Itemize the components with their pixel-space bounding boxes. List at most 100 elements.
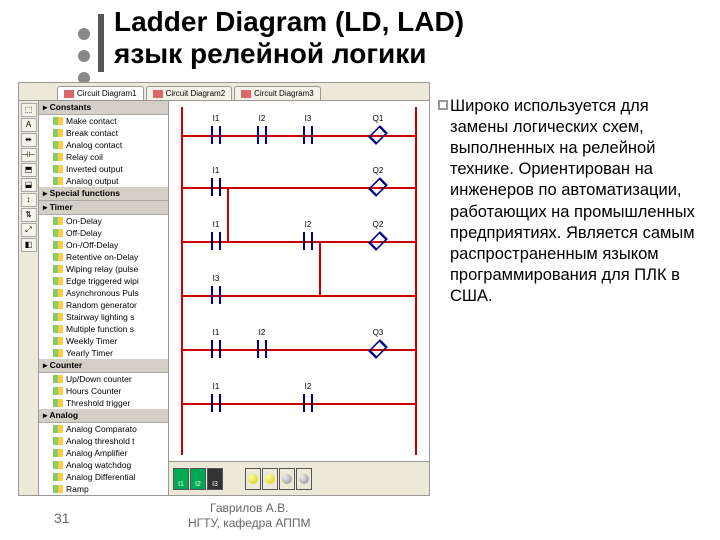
output-lamp[interactable] [279,468,295,490]
bullet-icon [438,100,448,110]
element-icon [53,461,63,469]
palette-category[interactable]: ▸ Constants [39,101,168,115]
palette-item[interactable]: Make contact [39,115,168,127]
palette-item[interactable]: Ramp [39,483,168,495]
element-icon [53,375,63,383]
toolbar-button[interactable]: ⇅ [21,208,37,222]
element-icon [53,399,63,407]
output-lamp-group [245,468,312,490]
lamp-bulb-icon [265,474,275,484]
coil[interactable]: Q2 [369,232,387,250]
palette-item[interactable]: Multiple function s [39,323,168,335]
palette-category[interactable]: ▸ Counter [39,359,168,373]
palette-item[interactable]: Break contact [39,127,168,139]
palette-item[interactable]: Analog watchdog [39,459,168,471]
tab[interactable]: Circuit Diagram1 [57,86,144,100]
tab-bar: Circuit Diagram1Circuit Diagram2Circuit … [19,83,429,101]
title-decoration-dots [78,28,90,84]
palette-item[interactable]: Weekly Timer [39,335,168,347]
toolbar-button[interactable]: ⬒ [21,163,37,177]
element-icon [53,241,63,249]
diagram-icon [64,90,74,98]
element-icon [53,217,63,225]
element-icon [53,485,63,493]
element-icon [53,289,63,297]
slide: Ladder Diagram (LD, LAD) язык релейной л… [0,0,720,540]
element-icon [53,265,63,273]
right-power-rail [415,107,417,455]
input-led[interactable]: I3 [207,468,223,490]
contact[interactable]: I2 [299,394,317,412]
palette-category[interactable]: ▸ Analog [39,409,168,423]
palette-item[interactable]: Stairway lighting s [39,311,168,323]
contact[interactable]: I1 [207,126,225,144]
contact[interactable]: I1 [207,232,225,250]
toolbar-button[interactable]: ⬚ [21,103,37,117]
palette-item[interactable]: Analog Comparato [39,423,168,435]
output-lamp[interactable] [262,468,278,490]
diagram-icon [153,90,163,98]
palette-item[interactable]: Hours Counter [39,385,168,397]
tab[interactable]: Circuit Diagram3 [234,86,321,100]
input-led[interactable]: I2 [190,468,206,490]
element-icon [53,301,63,309]
palette-item[interactable]: On-Delay [39,215,168,227]
contact[interactable]: I2 [253,126,271,144]
palette-item[interactable]: On-/Off-Delay [39,239,168,251]
palette-item[interactable]: Analog output [39,175,168,187]
lamp-bulb-icon [299,474,309,484]
element-palette: ▸ ConstantsMake contactBreak contactAnal… [39,101,169,495]
palette-item[interactable]: Analog threshold t [39,435,168,447]
coil[interactable]: Q2 [369,178,387,196]
palette-item[interactable]: Analog Amplifier [39,447,168,459]
element-icon [53,165,63,173]
tab[interactable]: Circuit Diagram2 [146,86,233,100]
palette-item[interactable]: Random generator [39,299,168,311]
coil[interactable]: Q3 [369,340,387,358]
slide-footer: Гаврилов А.В. НГТУ, кафедра АППМ [188,501,310,530]
element-icon [53,277,63,285]
palette-item[interactable]: Retentive on-Delay [39,251,168,263]
contact[interactable]: I3 [299,126,317,144]
canvas-wrap: I1I2I3Q1I1Q2I1I2Q2I3I1I2Q3I1I2 I1I2I3 [169,101,429,495]
palette-item[interactable]: Analog contact [39,139,168,151]
palette-item[interactable]: Wiping relay (pulse [39,263,168,275]
toolbar-button[interactable]: ⬓ [21,178,37,192]
contact[interactable]: I1 [207,178,225,196]
palette-item[interactable]: Off-Delay [39,227,168,239]
element-icon [53,473,63,481]
toolbar-button[interactable]: ⤢ [21,223,37,237]
palette-item[interactable]: Up/Down counter [39,373,168,385]
input-led[interactable]: I1 [173,468,189,490]
element-icon [53,449,63,457]
palette-item[interactable]: Threshold trigger [39,397,168,409]
toolbar-button[interactable]: ⬌ [21,133,37,147]
palette-item[interactable]: Relay coil [39,151,168,163]
contact[interactable]: I2 [299,232,317,250]
element-icon [53,313,63,321]
palette-category[interactable]: ▸ Timer [39,201,168,215]
contact[interactable]: I1 [207,394,225,412]
palette-item[interactable]: Analog Differential [39,471,168,483]
toolbar-button[interactable]: ◧ [21,238,37,252]
palette-item[interactable]: Asynchronous Puls [39,287,168,299]
palette-item[interactable]: Yearly Timer [39,347,168,359]
output-lamp[interactable] [245,468,261,490]
coil[interactable]: Q1 [369,126,387,144]
output-lamp[interactable] [296,468,312,490]
lamp-bulb-icon [282,474,292,484]
contact[interactable]: I1 [207,340,225,358]
ladder-editor-window: Circuit Diagram1Circuit Diagram2Circuit … [18,82,430,496]
toolbar-button[interactable]: ↕ [21,193,37,207]
toolbar-button[interactable]: ⊣⊢ [21,148,37,162]
palette-category[interactable]: ▸ Special functions [39,187,168,201]
contact[interactable]: I3 [207,286,225,304]
toolbar-button[interactable]: A [21,118,37,132]
palette-item[interactable]: Edge triggered wipi [39,275,168,287]
input-led-group: I1I2I3 [173,468,223,490]
contact[interactable]: I2 [253,340,271,358]
palette-item[interactable]: Inverted output [39,163,168,175]
diagram-icon [241,90,251,98]
ladder-canvas[interactable]: I1 I2 I3 Q1 I1 Q2 I1 I2 Q2 I3 I1 I2 Q3 I1 I2 [169,101,429,461]
title-line2: язык релейной логики [114,38,426,69]
